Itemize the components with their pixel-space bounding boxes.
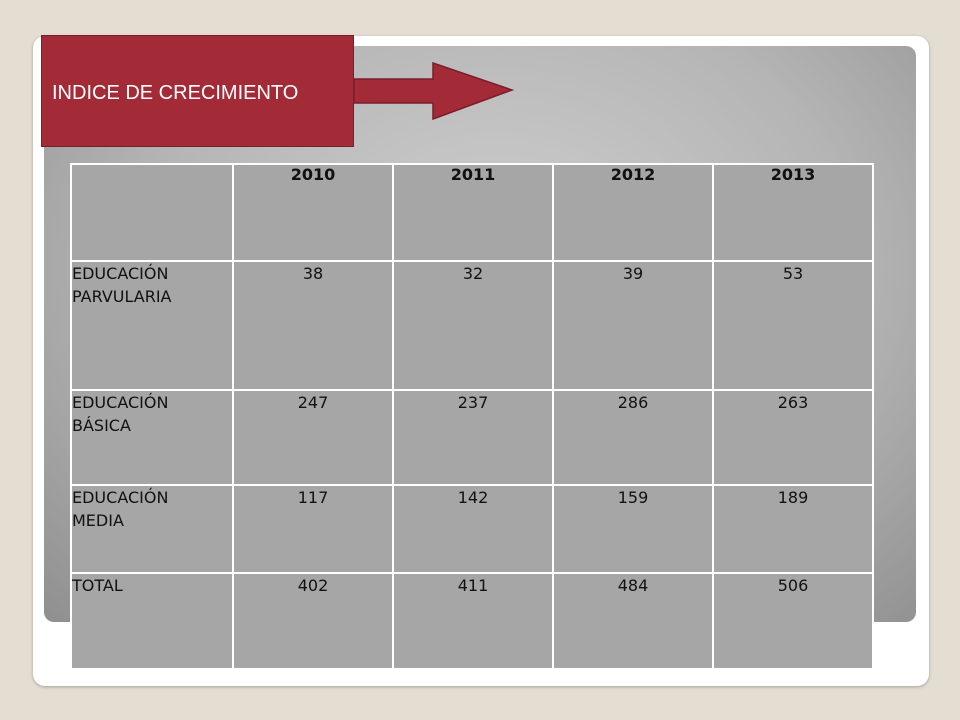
table-cell: 484	[552, 572, 714, 670]
table-row: TOTAL 402 411 484 506	[70, 572, 874, 670]
row-label-line: EDUCACIÓN	[72, 392, 169, 412]
row-label-line: EDUCACIÓN	[72, 263, 169, 283]
table-cell: 39	[552, 259, 714, 391]
table-cell: 159	[552, 484, 714, 575]
table-header-row: 2010 2011 2012 2013	[70, 163, 874, 262]
row-label: EDUCACIÓN PARVULARIA	[70, 259, 234, 391]
table-row: EDUCACIÓN BÁSICA 247 237 286 263	[70, 388, 874, 487]
table-cell: 402	[232, 572, 394, 670]
year-header: 2012	[552, 163, 714, 262]
corner-cell	[70, 163, 234, 262]
table-cell: 142	[392, 484, 554, 575]
row-label-line: MEDIA	[72, 511, 124, 531]
slide-title: INDICE DE CRECIMIENTO	[52, 82, 299, 104]
table-cell: 189	[712, 484, 874, 575]
title-box: INDICE DE CRECIMIENTO	[41, 35, 354, 147]
table-cell: 411	[392, 572, 554, 670]
row-label-line: EDUCACIÓN	[72, 488, 169, 508]
row-label-line: TOTAL	[72, 576, 123, 596]
year-header: 2010	[232, 163, 394, 262]
row-label: EDUCACIÓN MEDIA	[70, 484, 234, 575]
row-label-line: PARVULARIA	[72, 286, 172, 306]
table-cell: 263	[712, 388, 874, 487]
table-cell: 247	[232, 388, 394, 487]
right-arrow-icon	[354, 62, 514, 121]
table-cell: 286	[552, 388, 714, 487]
table-row: EDUCACIÓN MEDIA 117 142 159 189	[70, 484, 874, 575]
row-label: TOTAL	[70, 572, 234, 670]
row-label: EDUCACIÓN BÁSICA	[70, 388, 234, 487]
table-cell: 117	[232, 484, 394, 575]
year-header: 2013	[712, 163, 874, 262]
table-cell: 237	[392, 388, 554, 487]
row-label-line: BÁSICA	[72, 415, 131, 435]
table-cell: 32	[392, 259, 554, 391]
table-cell: 38	[232, 259, 394, 391]
table-row: EDUCACIÓN PARVULARIA 38 32 39 53	[70, 259, 874, 391]
year-header: 2011	[392, 163, 554, 262]
table-cell: 53	[712, 259, 874, 391]
table-cell: 506	[712, 572, 874, 670]
growth-table: 2010 2011 2012 2013 EDUCACIÓN PARVULARIA…	[70, 163, 874, 670]
